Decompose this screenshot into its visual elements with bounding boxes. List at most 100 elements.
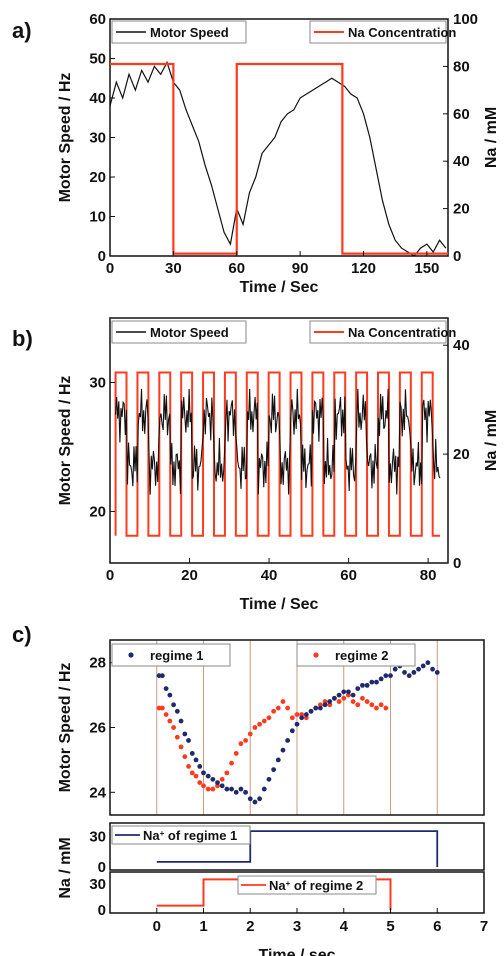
regime-2-point xyxy=(252,725,258,730)
legend-marker-regime1 xyxy=(128,652,134,658)
regime-1-point xyxy=(182,731,188,737)
regime-2-point xyxy=(243,738,248,743)
legend-text-na1-rest: of regime 1 xyxy=(164,828,237,843)
legend-box-speed xyxy=(111,320,247,344)
regime-1-point xyxy=(341,689,347,695)
regime-2-point xyxy=(197,780,203,785)
x-tick-label: 0 xyxy=(106,567,114,584)
regime-1-point xyxy=(308,708,314,714)
regime-1-point xyxy=(346,689,351,695)
regime-2-point xyxy=(285,705,291,711)
legend-marker-regime2 xyxy=(313,652,319,658)
x-tick-label: 90 xyxy=(292,260,309,277)
regime-1-point xyxy=(215,780,220,785)
regime-1-point xyxy=(238,786,244,792)
regime-1-point xyxy=(374,679,379,685)
na-regime-2-line xyxy=(156,878,392,910)
regime-1-point xyxy=(178,718,184,724)
regime-2-point xyxy=(189,770,195,776)
regime-1-point xyxy=(201,770,206,776)
x-tick-label: 0 xyxy=(153,918,161,935)
y-tick-label: 24 xyxy=(89,784,106,801)
regime-1-point xyxy=(360,682,365,688)
regime-2-point xyxy=(193,773,199,779)
regime-1-point xyxy=(252,799,258,805)
legend-box-regime1 xyxy=(111,643,231,667)
motor-speed-line xyxy=(115,388,441,495)
x-tick-label: 60 xyxy=(340,567,357,584)
regime-2-point xyxy=(261,718,267,724)
y-tick-label: 26 xyxy=(89,720,106,737)
x-axis-label: Time / Sec xyxy=(240,596,319,613)
regime-2-point xyxy=(159,705,165,711)
legend-box-regime2 xyxy=(296,643,416,667)
regime-1-point xyxy=(322,702,328,708)
regime-1-point xyxy=(205,773,211,779)
x-tick-label: 150 xyxy=(414,260,439,277)
regime-1-point xyxy=(406,673,412,679)
regime-1-point xyxy=(266,776,272,782)
regime-1-point xyxy=(336,692,342,698)
legend-box-speed xyxy=(111,20,247,44)
legend-box-na xyxy=(309,20,447,44)
y-right-tick-label: 100 xyxy=(453,11,478,28)
regime-1-point xyxy=(392,666,398,672)
regime-2-point xyxy=(229,760,234,766)
regime-1-point xyxy=(402,670,407,675)
plot-frame-na1 xyxy=(109,822,485,871)
regime-1-point xyxy=(332,695,337,701)
regime-1-point xyxy=(289,728,295,734)
regime-1-point xyxy=(189,751,195,756)
y-axis-label-na: Na / mM xyxy=(57,837,74,898)
regime-1-point xyxy=(388,673,393,679)
x-tick-label: 20 xyxy=(181,567,198,584)
y-right-tick-label: 80 xyxy=(453,58,470,75)
regime-1-point xyxy=(378,676,384,682)
regime-2-point xyxy=(210,786,216,792)
regime-1-point xyxy=(233,789,239,795)
regime-1-point xyxy=(219,783,225,789)
motor-speed-line xyxy=(109,60,447,257)
x-tick-label: 6 xyxy=(433,918,441,935)
regime-1-point xyxy=(243,789,248,795)
regime-2-point xyxy=(219,776,225,782)
legend-text-regime1: regime 1 xyxy=(150,648,203,663)
regime-2-point xyxy=(280,699,286,704)
regime-2-point xyxy=(341,695,347,701)
x-axis-label: Time / sec xyxy=(258,947,335,956)
y-left-tick-label: 60 xyxy=(89,11,106,28)
regime-1-point xyxy=(434,670,440,675)
regime-1-point xyxy=(350,692,356,698)
regime-2-point xyxy=(275,705,281,711)
legend-text-regime2: regime 2 xyxy=(335,648,388,663)
regime-1-point xyxy=(313,705,319,711)
regime-1-point xyxy=(186,738,191,743)
panel-label: a) xyxy=(12,18,32,43)
regime-1-point xyxy=(411,670,417,675)
y-left-tick-label: 20 xyxy=(89,503,106,520)
y-left-tick-label: 10 xyxy=(89,209,106,226)
y-right-axis-label: Na / mM xyxy=(483,107,500,168)
regime-1-point xyxy=(159,673,165,679)
legend-text-na1: Na+ of regime 1 xyxy=(143,828,237,843)
regime-2-point xyxy=(364,699,370,704)
x-tick-label: 4 xyxy=(340,918,349,935)
regime-2-point xyxy=(247,731,253,737)
y-left-tick-label: 50 xyxy=(89,51,106,68)
legend-text-speed: Motor Speed xyxy=(150,325,229,340)
y-tick-label: 28 xyxy=(89,655,106,672)
regime-1-point xyxy=(364,682,370,688)
regime-1-point xyxy=(261,786,267,792)
legend-text-na2-sup: + xyxy=(286,879,291,888)
regime-1-point xyxy=(317,705,323,711)
regime-1-point xyxy=(369,679,375,685)
regime-1-point xyxy=(171,702,176,708)
plot-frame xyxy=(109,18,449,257)
regime-1-point xyxy=(167,692,173,698)
regime-2-point xyxy=(369,702,375,708)
x-axis-label: Time / Sec xyxy=(240,279,319,296)
regime-1-point xyxy=(174,708,180,714)
legend-text-na2: Na+ of regime 2 xyxy=(269,878,363,893)
regime-2-point xyxy=(350,699,356,704)
x-tick-label: 40 xyxy=(261,567,278,584)
